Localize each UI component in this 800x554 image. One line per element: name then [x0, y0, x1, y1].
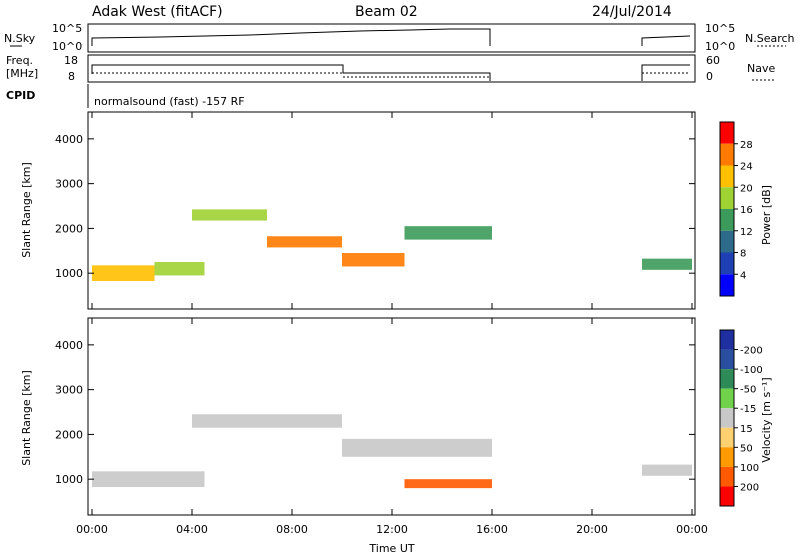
colorbar-tick-label: 100 — [740, 463, 759, 474]
freq-label-line2: [MHz] — [6, 67, 38, 80]
power-ylabel: Slant Range [km] — [20, 162, 33, 258]
nsky-label: N.Sky — [4, 32, 36, 45]
time-ut-label: Time UT — [368, 542, 414, 554]
freq-tick-top: 18 — [64, 54, 78, 67]
colorbar-swatch — [720, 165, 734, 188]
cpid-panel: CPID normalsound (fast) -157 RF — [6, 84, 245, 108]
colorbar-tick-label: 4 — [740, 270, 746, 281]
y-tick-label: 2000 — [55, 428, 83, 441]
freq-tick-bottom: 8 — [68, 70, 75, 83]
colorbar-swatch — [720, 330, 734, 350]
date-title: 24/Jul/2014 — [592, 4, 672, 20]
nave-tick-bottom: 0 — [706, 70, 713, 83]
power-colorbar-label: Power [dB] — [760, 185, 773, 245]
heatmap-segment — [404, 479, 492, 489]
colorbar-frame — [719, 329, 735, 507]
nsky-tick-top: 10^5 — [52, 22, 82, 35]
colorbar-swatch — [720, 274, 734, 296]
freq-label-line1: Freq. — [6, 54, 33, 67]
colorbar-tick-label: 24 — [740, 162, 753, 173]
heatmap-segment — [642, 464, 692, 476]
velocity-colorbar-label: Velocity [m s⁻¹] — [760, 377, 773, 462]
colorbar-tick-label: -200 — [740, 346, 763, 357]
y-tick-label: 4000 — [55, 133, 83, 146]
y-tick-label: 4000 — [55, 339, 83, 352]
y-tick-label: 3000 — [55, 384, 83, 397]
colorbar-swatch — [720, 209, 734, 231]
y-tick-label: 2000 — [55, 222, 83, 235]
colorbar-swatch — [720, 486, 734, 506]
x-tick-label: 04:00 — [176, 523, 208, 536]
heatmap-segment — [192, 414, 342, 428]
status-nsky-panel: N.Sky 10^5 10^0 10^5 10^0 N.Search — [4, 22, 795, 53]
y-tick-label: 3000 — [55, 178, 83, 191]
x-tick-label: 12:00 — [376, 523, 408, 536]
heatmap-segment — [342, 253, 405, 267]
heatmap-segment — [267, 236, 342, 248]
heatmap-segment — [342, 438, 492, 457]
colorbar-tick-label: 12 — [740, 227, 753, 238]
colorbar-swatch — [720, 122, 734, 144]
colorbar-swatch — [720, 466, 734, 487]
power-panel: Slant Range [km] 1000 2000 3000 4000 4 8 12 16… — [20, 111, 773, 310]
colorbar-swatch — [720, 349, 734, 370]
velocity-panel: Slant Range [km] 1000 2000 3000 4000 00:00 0… — [20, 317, 773, 554]
x-tick-label: 00:00 — [676, 523, 708, 536]
colorbar-swatch — [720, 427, 734, 448]
nsearch-label: N.Search — [745, 32, 795, 45]
colorbar-tick-label: 15 — [740, 424, 753, 435]
heatmap-segment — [92, 265, 155, 282]
heatmap-segment — [154, 261, 205, 276]
heatmap-segment — [642, 258, 692, 270]
nsky-right-tick-top: 10^5 — [705, 22, 735, 35]
nave-label: Nave — [747, 62, 775, 75]
y-tick-label: 1000 — [55, 473, 83, 486]
heatmap-segment — [404, 226, 492, 240]
heatmap-segment — [192, 209, 267, 221]
cpid-label: CPID — [6, 89, 35, 102]
nsky-tick-bottom: 10^0 — [52, 40, 82, 53]
colorbar-tick-label: -15 — [740, 404, 756, 415]
status-freq-panel: Freq. [MHz] 18 8 60 0 Nave — [6, 54, 775, 83]
colorbar-tick-label: 200 — [740, 482, 759, 493]
x-tick-label: 16:00 — [476, 523, 508, 536]
colorbar-swatch — [720, 369, 734, 389]
colorbar-swatch — [720, 230, 734, 253]
colorbar-tick-label: 20 — [740, 183, 753, 194]
colorbar-tick-label: 28 — [740, 140, 753, 151]
colorbar-swatch — [720, 252, 734, 275]
colorbar-tick-label: 50 — [740, 443, 753, 454]
x-tick-label: 00:00 — [76, 523, 108, 536]
y-tick-label: 1000 — [55, 267, 83, 280]
cpid-text: normalsound (fast) -157 RF — [94, 95, 245, 108]
colorbar-tick-label: -50 — [740, 385, 756, 396]
colorbar-tick-label: 8 — [740, 249, 746, 260]
colorbar-swatch — [720, 187, 734, 209]
colorbar-swatch — [720, 143, 734, 166]
nsky-right-tick-bottom: 10^0 — [705, 40, 735, 53]
colorbar-tick-label: -100 — [740, 365, 763, 376]
colorbar-swatch — [720, 388, 734, 409]
x-tick-label: 20:00 — [576, 523, 608, 536]
x-tick-label: 08:00 — [276, 523, 308, 536]
station-title: Adak West (fitACF) — [92, 4, 223, 20]
heatmap-segment — [92, 471, 205, 488]
colorbar-swatch — [720, 447, 734, 467]
velocity-ylabel: Slant Range [km] — [20, 370, 33, 466]
nave-tick-top: 60 — [706, 54, 720, 67]
colorbar-tick-label: 16 — [740, 205, 753, 216]
beam-title: Beam 02 — [355, 4, 418, 20]
colorbar-swatch — [720, 408, 734, 428]
